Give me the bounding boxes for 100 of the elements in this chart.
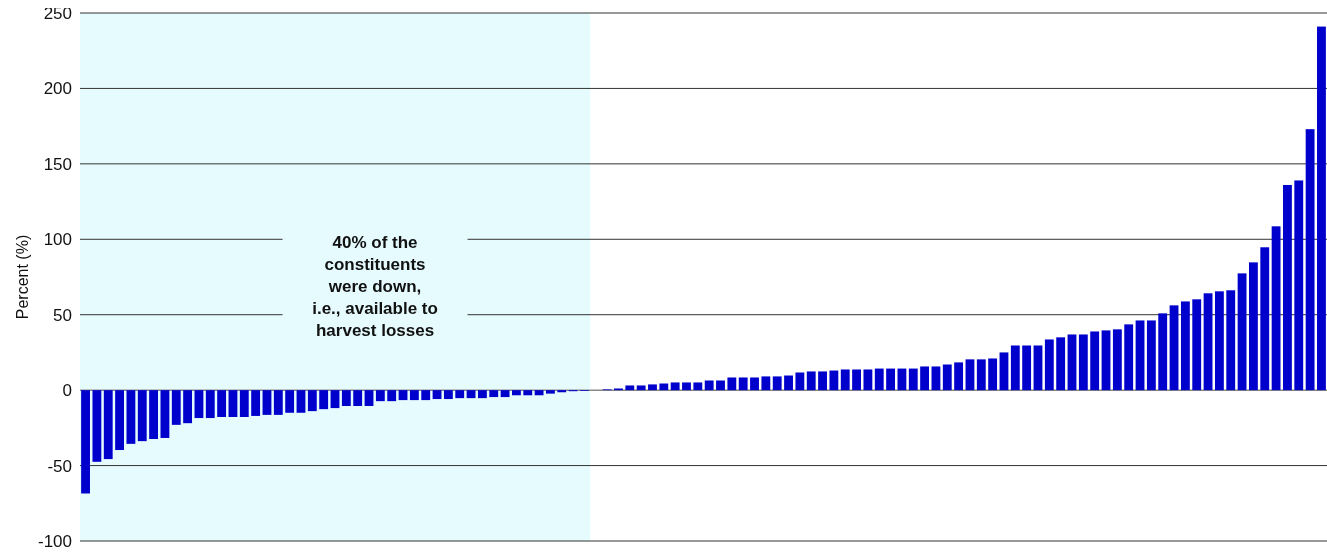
bar [1305, 129, 1315, 391]
bar [455, 390, 465, 399]
bar [375, 390, 385, 402]
bar [443, 390, 453, 400]
bar [239, 390, 249, 417]
bar [636, 385, 646, 391]
bar [1203, 293, 1213, 391]
bar [659, 383, 669, 391]
bar [251, 390, 261, 416]
bar [115, 390, 124, 451]
bar [1112, 329, 1122, 391]
bar [511, 390, 521, 396]
bar [421, 390, 431, 401]
bar [1237, 273, 1247, 391]
bar [648, 384, 657, 391]
y-tick-label: -100 [37, 531, 72, 551]
bar [818, 371, 827, 391]
bar [942, 364, 952, 391]
bar [534, 390, 544, 396]
bar [296, 390, 306, 413]
bar [727, 377, 737, 391]
bar [625, 385, 635, 391]
bar [738, 377, 748, 391]
bar [262, 390, 272, 415]
bar [194, 390, 204, 419]
bar [999, 352, 1009, 391]
bar [874, 368, 884, 391]
y-axis-title: Percent (%) [13, 234, 31, 320]
bar [1283, 184, 1292, 391]
y-tick-label: 250 [43, 3, 72, 23]
bar [931, 366, 941, 391]
bar [319, 390, 329, 410]
bar [806, 371, 816, 391]
y-tick-label: 100 [43, 230, 72, 250]
bar [387, 390, 397, 402]
bar [432, 390, 442, 400]
bar [976, 359, 986, 391]
bar [81, 390, 90, 494]
bar [1271, 226, 1281, 391]
bar [1248, 262, 1258, 391]
y-tick-label: -50 [47, 456, 72, 476]
bar [670, 382, 680, 391]
bar [1124, 324, 1134, 391]
bar [523, 390, 533, 396]
bar [1010, 345, 1020, 391]
bar [183, 390, 193, 424]
bar [466, 390, 476, 399]
bar [829, 370, 839, 391]
bar [330, 390, 340, 409]
y-tick-label: 150 [43, 154, 72, 174]
bar [1317, 26, 1326, 391]
bar [886, 368, 896, 391]
bar [863, 369, 873, 391]
y-tick-label: 200 [43, 79, 72, 99]
bar [750, 377, 759, 391]
bar [716, 380, 725, 391]
bar [1022, 345, 1032, 391]
bar [1067, 334, 1077, 391]
bar [852, 369, 861, 391]
bar [965, 359, 975, 391]
bar [682, 382, 691, 391]
y-tick-label: 0 [62, 381, 72, 401]
bar [228, 390, 238, 417]
bar [988, 358, 998, 391]
bar [1192, 299, 1202, 391]
bar [500, 390, 510, 398]
bar [1169, 305, 1179, 391]
bar [704, 380, 714, 391]
bar [761, 376, 771, 391]
bar [1135, 320, 1145, 391]
bar [784, 375, 793, 391]
bar [307, 390, 317, 412]
bar [137, 390, 147, 442]
bar [920, 366, 930, 391]
bar [364, 390, 374, 406]
bar [409, 390, 419, 401]
bar [1180, 301, 1190, 391]
bar [398, 390, 408, 401]
bar [546, 390, 555, 394]
bar [1158, 313, 1168, 391]
bar [149, 390, 159, 440]
bar [1056, 337, 1066, 391]
y-tick-label: 50 [53, 305, 72, 325]
bar [1260, 247, 1270, 391]
bar [92, 390, 102, 462]
bar [954, 362, 964, 391]
bar [160, 390, 170, 438]
bar [557, 390, 567, 393]
bar [1033, 345, 1043, 391]
bar [477, 390, 487, 399]
bar [693, 382, 703, 391]
bar [908, 368, 918, 391]
bar [273, 390, 283, 415]
annotation: 40% of the constituents were down, i.e., available to harvest losses [312, 233, 438, 341]
bar [1078, 334, 1088, 391]
bar [171, 390, 181, 425]
bar [489, 390, 499, 398]
bar [1214, 291, 1224, 391]
bar [840, 369, 850, 391]
bar [772, 376, 782, 391]
